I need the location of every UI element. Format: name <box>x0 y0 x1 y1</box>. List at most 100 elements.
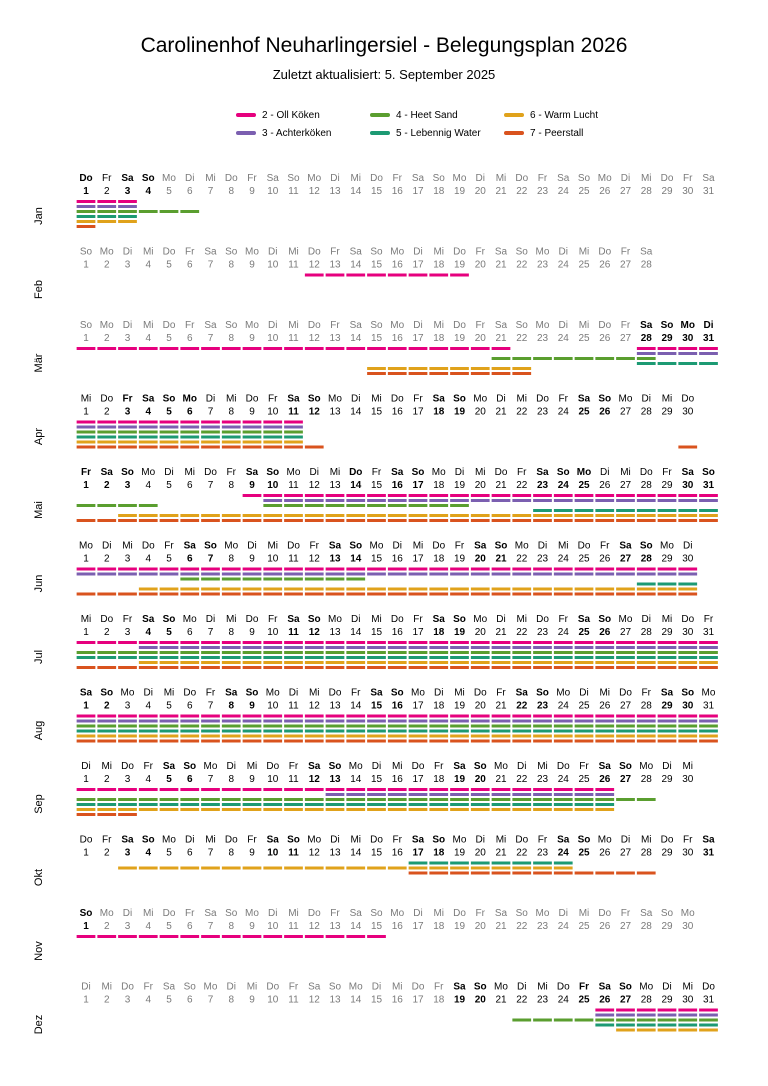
day-number: 24 <box>558 701 570 712</box>
day-number: 10 <box>267 480 279 491</box>
booking-segment <box>138 729 158 733</box>
booking-segment <box>616 666 635 669</box>
booking-segment <box>387 666 407 669</box>
booking-segment <box>574 729 594 733</box>
weekday-label: Di <box>538 541 547 552</box>
booking-segment <box>678 592 698 596</box>
day-number: 22 <box>516 995 528 1006</box>
booking-segment <box>346 808 366 811</box>
day-number: 15 <box>371 554 383 565</box>
booking-segment <box>138 788 158 791</box>
booking-segment <box>450 808 469 811</box>
day-number: 15 <box>371 848 383 859</box>
weekday-label: Do <box>557 982 570 993</box>
booking-segment <box>180 440 200 444</box>
day-number: 2 <box>104 186 110 197</box>
booking-segment <box>512 798 532 801</box>
booking-segment <box>595 651 615 654</box>
booking-segment <box>595 661 615 664</box>
booking-segment <box>699 499 718 502</box>
day-number: 13 <box>329 995 341 1006</box>
day-number: 28 <box>641 186 653 197</box>
booking-segment <box>221 435 241 439</box>
booking-segment <box>118 813 137 816</box>
weekday-label: Fr <box>579 982 589 993</box>
booking-segment <box>221 592 241 596</box>
booking-segment <box>491 494 511 497</box>
weekday-label: So <box>370 247 383 258</box>
day-number: 21 <box>495 407 507 418</box>
booking-segment <box>512 499 532 502</box>
booking-segment <box>97 445 117 449</box>
booking-segment <box>325 808 345 811</box>
booking-segment <box>512 357 532 360</box>
booking-segment <box>304 935 324 938</box>
booking-segment <box>159 798 179 801</box>
weekday-label: Mi <box>392 982 403 993</box>
weekday-label: Di <box>247 541 256 552</box>
day-number: 7 <box>208 480 214 491</box>
booking-segment <box>429 504 449 507</box>
booking-segment <box>201 420 220 424</box>
booking-segment <box>180 567 200 571</box>
day-number: 10 <box>267 701 279 712</box>
booking-segment <box>180 714 200 718</box>
booking-segment <box>429 651 449 654</box>
weekday-label: Di <box>81 982 90 993</box>
booking-segment <box>221 729 241 733</box>
weekday-label: So <box>370 908 383 919</box>
booking-segment <box>512 724 532 728</box>
weekday-label: Mi <box>247 761 258 772</box>
booking-segment <box>574 567 594 571</box>
day-number: 9 <box>249 995 255 1006</box>
weekday-label: Do <box>308 247 321 258</box>
booking-segment <box>367 519 386 522</box>
booking-segment <box>180 425 200 429</box>
booking-segment <box>159 347 179 350</box>
day-number: 9 <box>249 701 255 712</box>
day-number: 15 <box>371 701 383 712</box>
booking-segment <box>595 514 615 517</box>
booking-segment <box>450 861 469 865</box>
booking-segment <box>636 734 656 738</box>
booking-segment <box>636 666 656 669</box>
booking-segment <box>118 210 137 213</box>
booking-segment <box>304 808 324 811</box>
weekday-label: Fr <box>621 247 631 258</box>
booking-segment <box>284 935 303 938</box>
booking-segment <box>97 592 117 596</box>
day-number: 30 <box>682 627 694 638</box>
booking-segment <box>512 1018 532 1022</box>
booking-segment <box>201 587 220 591</box>
booking-segment <box>636 724 656 728</box>
booking-segment <box>325 714 345 718</box>
legend-item: 4 - Heet Sand <box>370 110 458 121</box>
day-number: 27 <box>620 186 632 197</box>
weekday-label: So <box>142 173 155 184</box>
booking-segment <box>346 714 366 718</box>
weekday-label: Mi <box>496 173 507 184</box>
day-number: 4 <box>145 407 151 418</box>
day-number: 18 <box>433 995 445 1006</box>
booking-segment <box>263 739 283 743</box>
booking-segment <box>180 592 200 596</box>
day-number: 26 <box>599 480 611 491</box>
legend-item: 5 - Lebennig Water <box>370 128 481 139</box>
weekday-label: Mo <box>204 982 218 993</box>
day-number: 5 <box>166 480 172 491</box>
day-number: 26 <box>599 333 611 344</box>
booking-segment <box>491 641 511 644</box>
day-number: 8 <box>228 407 234 418</box>
booking-segment <box>284 656 303 659</box>
legend-label: 2 - Oll Köken <box>262 110 320 121</box>
booking-segment <box>450 871 469 875</box>
booking-segment <box>180 788 200 791</box>
booking-segment <box>367 866 386 870</box>
booking-segment <box>574 641 594 644</box>
booking-segment <box>284 729 303 733</box>
booking-segment <box>180 724 200 728</box>
booking-segment <box>159 592 179 596</box>
day-number: 1 <box>83 260 89 271</box>
weekday-label: Fr <box>102 173 112 184</box>
day-number: 18 <box>433 260 445 271</box>
